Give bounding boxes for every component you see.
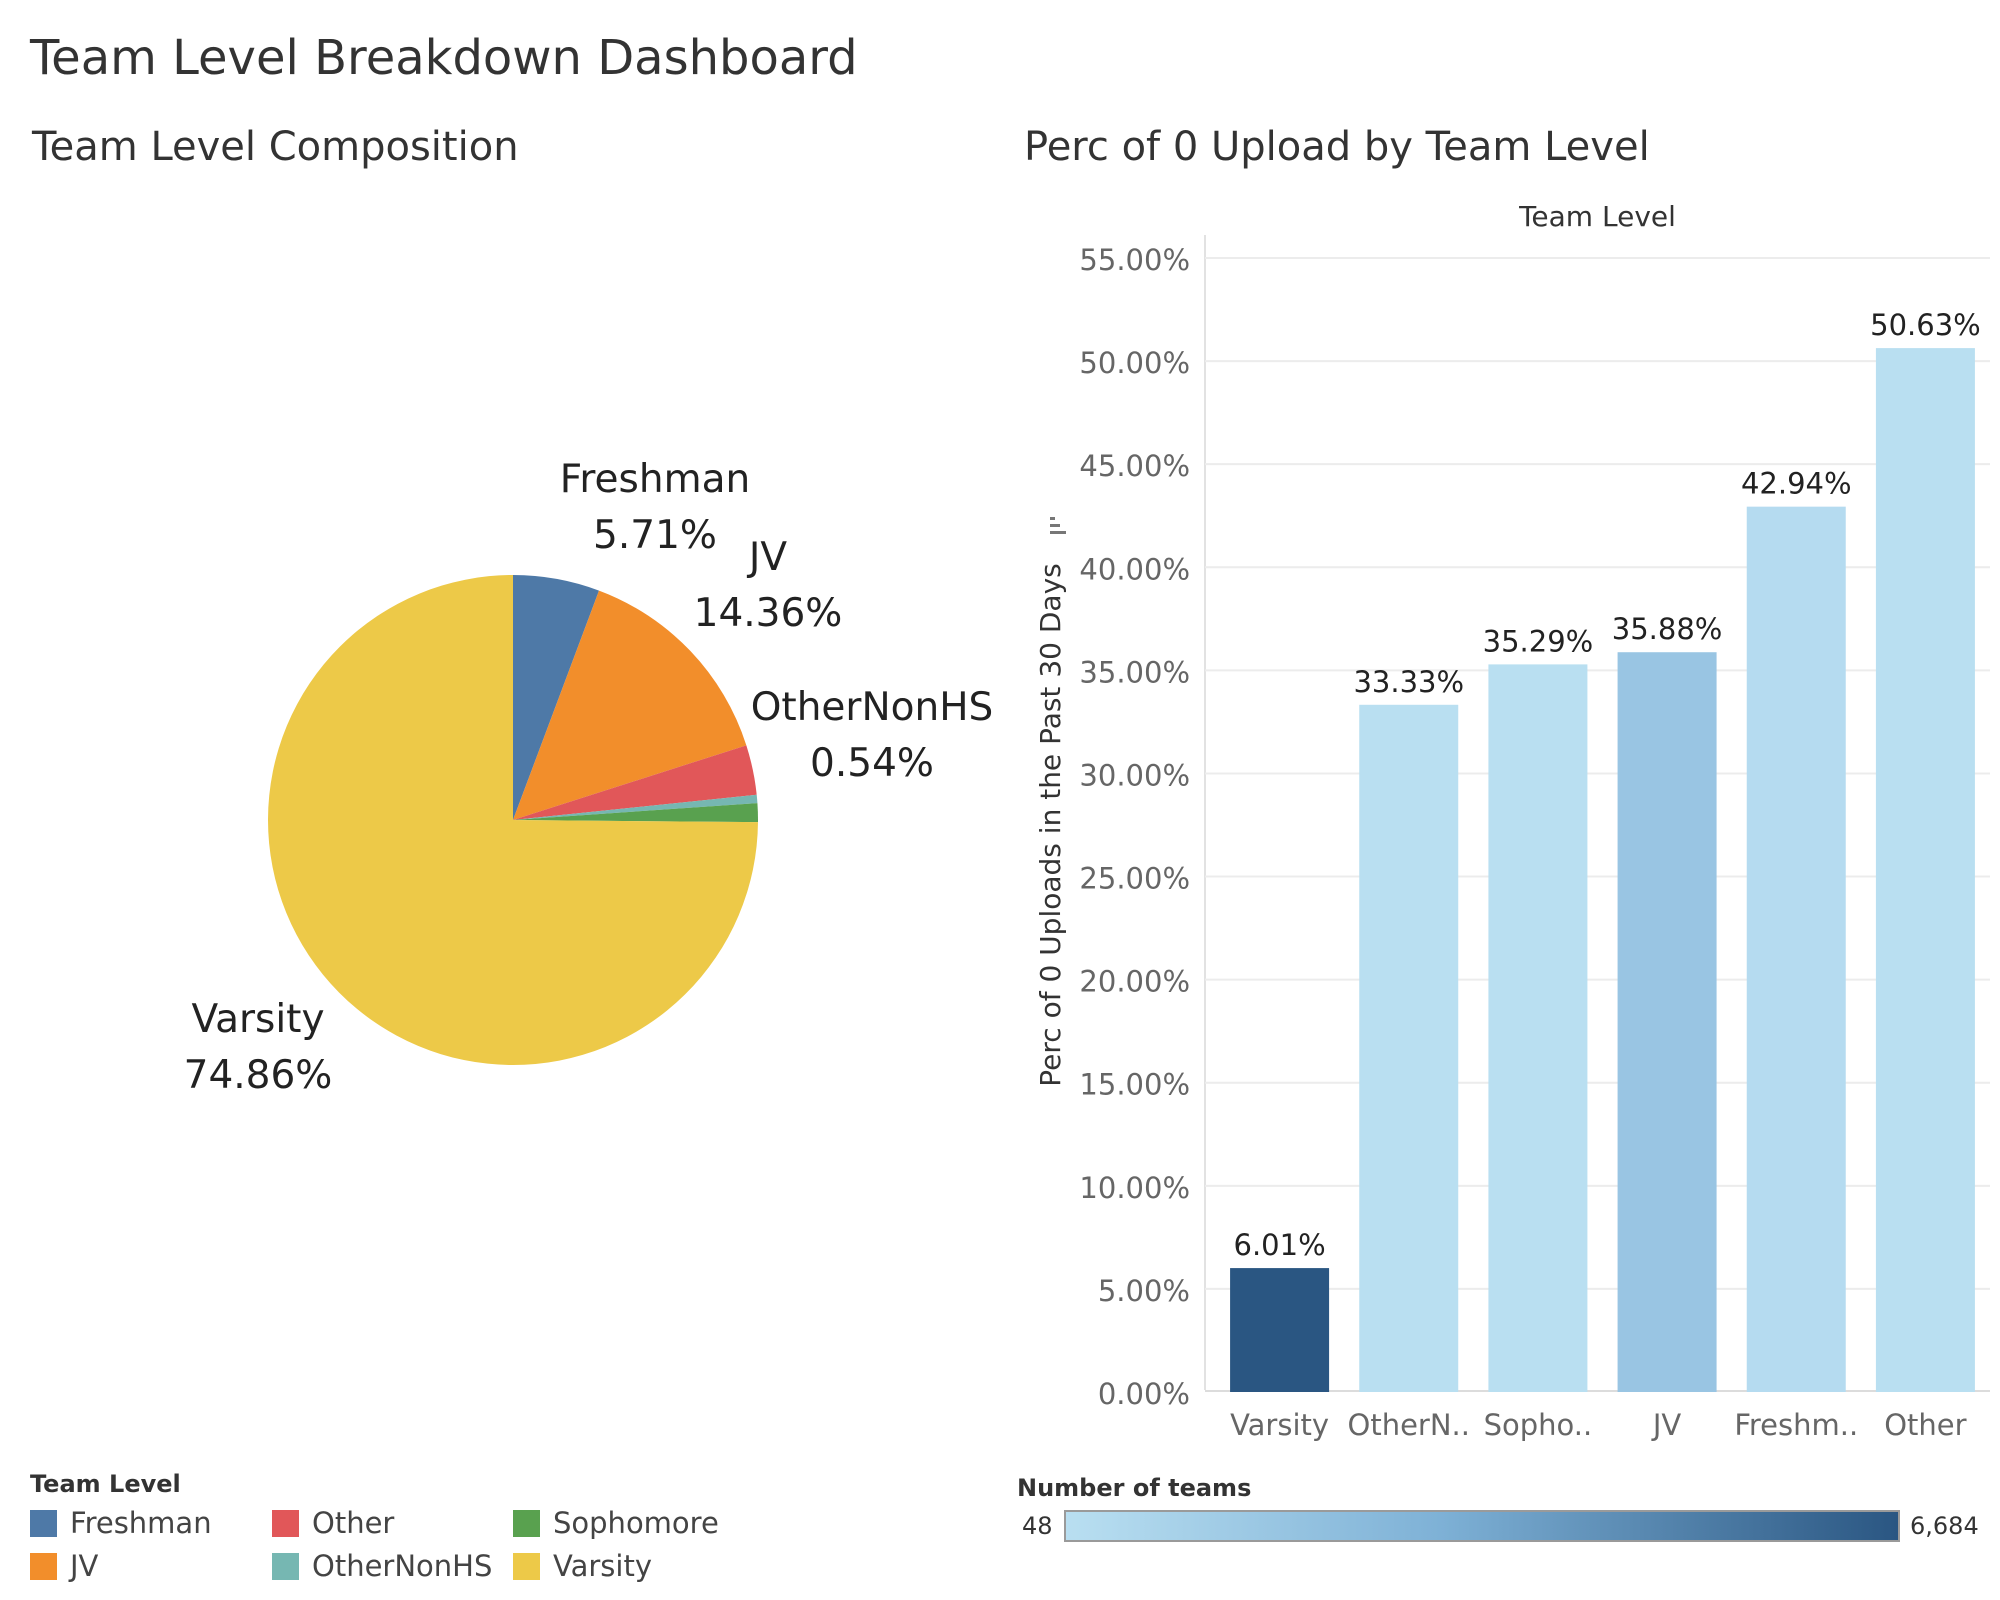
pie-chart: Freshman 5.71% JV 14.36% OtherNonHS 0.54% Vars… [184,457,994,1098]
bar-column-header: Team Level [1518,200,1676,233]
pie-label-value: 5.71% [593,513,717,558]
legend-swatch [272,1552,299,1580]
legend-item[interactable]: Sophomore [513,1506,719,1540]
legend-swatch [272,1509,299,1537]
pie-slice-sophomore [513,803,759,823]
legend-item[interactable]: Freshman [30,1506,212,1540]
pie-label-value: 74.86% [184,1053,333,1098]
bar-y-tick-label: 0.00% [1098,1377,1190,1411]
bar-4 [1746,506,1846,1392]
bar-0 [1230,1268,1330,1392]
legend-label: Other [312,1506,395,1540]
sort-icon-bar [1050,517,1055,520]
bar-value-label: 35.88% [1612,612,1723,646]
pie-slice-othernonhs [513,794,758,820]
bar-y-tick-label: 25.00% [1079,862,1190,896]
bar-y-tick-label: 10.00% [1079,1171,1190,1205]
bar-y-tick-label: 30.00% [1079,758,1190,792]
bar-2 [1488,664,1588,1392]
bar-1 [1359,704,1459,1392]
bar-y-tick-label: 55.00% [1079,243,1190,277]
legend-title: Team Level [30,1470,181,1498]
pie-label-value: 0.54% [810,741,934,786]
bar-value-label: 6.01% [1234,1228,1326,1262]
color-scale-max-label: 6,684 [1910,1512,1979,1540]
bar-5 [1875,348,1975,1392]
legend-label: JV [70,1549,99,1583]
sort-icon [1050,517,1066,534]
color-scale-bar [1064,1510,1900,1542]
pie-slice-freshman [513,575,600,820]
bar-y-tick-label: 20.00% [1079,965,1190,999]
legend-label: OtherNonHS [312,1549,493,1583]
bar-y-tick-label: 5.00% [1098,1274,1190,1308]
pie-slice-varsity [267,575,758,1065]
legend-swatch [30,1552,57,1580]
bar-y-tick-label: 35.00% [1079,655,1190,689]
bar-y-tick-label: 15.00% [1079,1068,1190,1102]
pie-slice-other [513,745,757,820]
pie-label-name: Varsity [191,997,324,1042]
pie-label-name: Freshman [560,457,750,502]
legend-swatch [30,1509,57,1537]
bar-3 [1617,652,1717,1392]
bar-value-label: 42.94% [1741,467,1852,501]
bar-x-tick-label: OtherN.. [1348,1408,1470,1442]
bar-value-label: 50.63% [1870,308,1981,342]
sort-icon-bar [1050,524,1060,527]
pie-chart-title: Team Level Composition [32,124,519,170]
bar-y-axis-title: Perc of 0 Uploads in the Past 30 Days [1034,563,1067,1086]
color-scale-title: Number of teams [1017,1474,1252,1502]
dashboard-title: Team Level Breakdown Dashboard [30,30,858,86]
bar-x-tick-label: Varsity [1230,1408,1329,1442]
legend-item[interactable]: JV [30,1549,98,1583]
legend-item[interactable]: OtherNonHS [272,1549,492,1583]
pie-label-name: OtherNonHS [751,685,994,730]
legend-swatch [513,1552,540,1580]
bar-x-tick-label: JV [1651,1408,1682,1442]
bar-chart: Team Level 0.00% 5.00% 10.00% 15.00% 20.00% 25… [1034,200,1990,1442]
legend-label: Sophomore [553,1506,719,1540]
bar-y-tick-label: 40.00% [1079,552,1190,586]
bar-value-label: 35.29% [1483,624,1594,658]
legend-item[interactable]: Other [272,1506,394,1540]
legend-item[interactable]: Varsity [513,1549,652,1583]
sort-icon-bar [1050,531,1066,534]
bar-x-tick-label: Sopho.. [1484,1408,1593,1442]
bar-x-tick-label: Freshm.. [1734,1408,1858,1442]
pie-label-name: JV [746,535,788,580]
bar-chart-title: Perc of 0 Upload by Team Level [1024,124,1650,170]
bar-x-tick-label: Other [1884,1408,1966,1442]
legend-swatch [513,1509,540,1537]
bar-y-tick-label: 45.00% [1079,449,1190,483]
bar-y-tick-label: 50.00% [1079,346,1190,380]
legend-label: Varsity [553,1549,652,1583]
pie-label-value: 14.36% [694,591,843,636]
pie-slice-jv [513,590,747,820]
bar-value-label: 33.33% [1353,665,1464,699]
legend-label: Freshman [70,1506,212,1540]
color-scale-min-label: 48 [1022,1512,1053,1540]
